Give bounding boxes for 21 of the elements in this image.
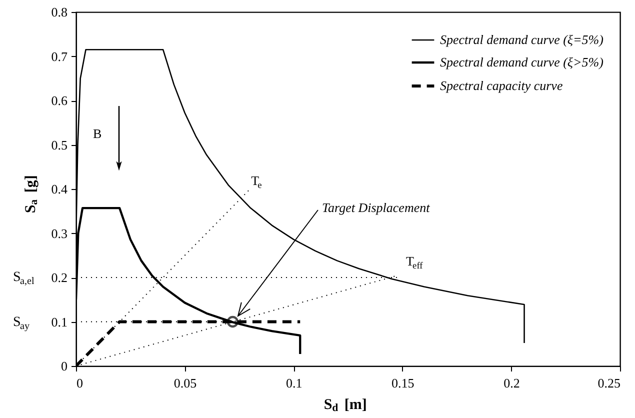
legend-label: Spectral demand curve (ξ=5%) [440, 32, 604, 47]
y-tick-label: 0.1 [51, 314, 68, 330]
y-tick-label: 0.7 [51, 48, 68, 64]
y-tick-label: 0.5 [51, 137, 68, 152]
x-tick-label: 0.05 [174, 376, 197, 390]
y-tick-label: 0.8 [51, 4, 68, 20]
y-tick-label: 0 [61, 358, 68, 374]
x-tick-label: 0.2 [504, 376, 520, 390]
annotation: B [93, 126, 102, 141]
y-axis-title: Sa [g] [23, 175, 40, 214]
x-tick-label: 0 [76, 376, 83, 390]
legend-label: Spectral capacity curve [440, 78, 563, 93]
y-tick-label: 0.6 [51, 93, 68, 108]
y-tick-label: 0.3 [51, 226, 68, 241]
annotation: Target Displacement [322, 200, 430, 215]
x-tick-label: 0.15 [392, 376, 414, 390]
x-tick-label: 0.1 [286, 376, 302, 390]
legend-label: Spectral demand curve (ξ>5%) [440, 54, 604, 70]
y-tick-label: 0.2 [51, 270, 68, 285]
x-tick-label: 0.25 [598, 376, 620, 390]
y-tick-label: 0.4 [51, 182, 68, 196]
